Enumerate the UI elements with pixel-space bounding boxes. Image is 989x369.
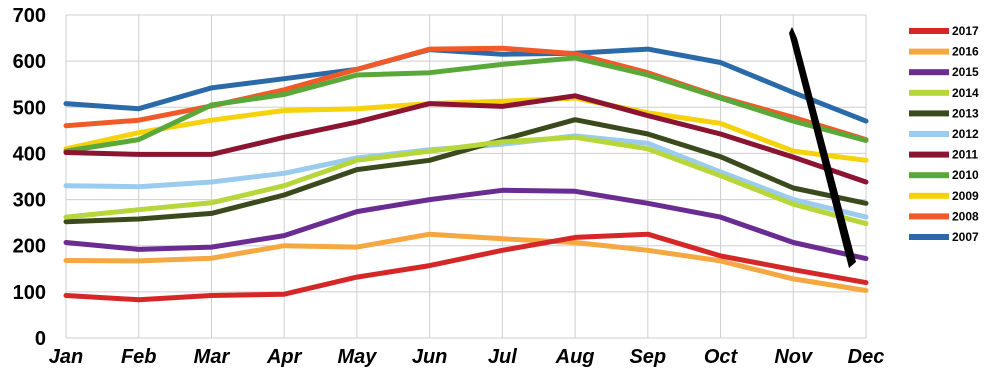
y-tick-label: 300 [13,190,46,212]
y-tick-label: 600 [13,51,46,73]
legend-swatch-2014 [909,89,949,96]
legend-swatch-2015 [909,69,949,76]
series-line-2017 [63,231,869,303]
x-tick-label: Sep [629,346,666,368]
legend-label: 2008 [952,209,979,223]
legend-label: 2012 [952,127,979,141]
legend-swatch-2016 [909,48,949,55]
x-tick-label: Nov [774,346,814,368]
legend-label: 2016 [952,45,979,59]
y-tick-label: 100 [13,282,46,304]
x-tick-label: Jan [49,346,83,368]
x-tick-label: Mar [194,346,231,368]
legend-label: 2011 [952,148,978,162]
series-line-2015 [63,187,869,262]
y-tick-label: 500 [13,97,46,119]
legend-swatch-2017 [909,28,949,34]
legend-label: 2013 [952,106,979,120]
y-tick-label: 700 [13,5,46,27]
gridlines [65,14,867,339]
x-tick-label: May [337,346,377,368]
y-tick-label: 400 [13,143,46,165]
x-tick-label: Jun [412,346,448,368]
series-line-2013 [63,117,869,225]
y-tick-label: 0 [35,328,46,350]
legend-label: 2010 [952,168,979,182]
legend-swatch-2010 [909,172,949,179]
x-tick-label: Aug [555,346,595,368]
legend-swatch-2013 [909,110,949,117]
x-axis-tick-labels: Jan Feb Mar Apr May Jun Jul Aug Sep Oct Nov Dec [49,346,885,368]
legend-swatch-2007 [909,234,949,240]
legend-swatch-2009 [909,192,949,199]
legend: 2017 2016 2015 2014 2013 2012 2011 2010 2009 2008… [909,24,979,244]
series-line-2010 [63,55,869,154]
x-tick-label: Oct [704,346,739,368]
annotation-stroke [789,27,856,268]
legend-swatch-2011 [909,151,949,158]
series-line-2016 [63,231,869,293]
x-tick-label: Jul [488,346,517,368]
legend-label: 2007 [952,230,979,244]
legend-label: 2009 [952,189,979,203]
series-line-2014 [63,134,869,227]
series-line-2007 [63,46,869,124]
x-tick-label: Apr [266,346,303,368]
legend-label: 2015 [952,65,979,79]
legend-swatch-2012 [909,131,949,137]
y-tick-label: 200 [13,236,46,258]
y-axis-tick-labels: 0 100 200 300 400 500 600 700 [13,5,46,350]
series-lines [63,45,869,303]
series-line-2009 [63,95,869,163]
series-line-2011 [63,93,869,185]
legend-label: 2017 [952,24,979,38]
legend-swatch-2008 [909,213,949,220]
x-tick-label: Feb [121,346,157,368]
legend-label: 2014 [952,86,979,100]
x-tick-label: Dec [848,346,885,368]
